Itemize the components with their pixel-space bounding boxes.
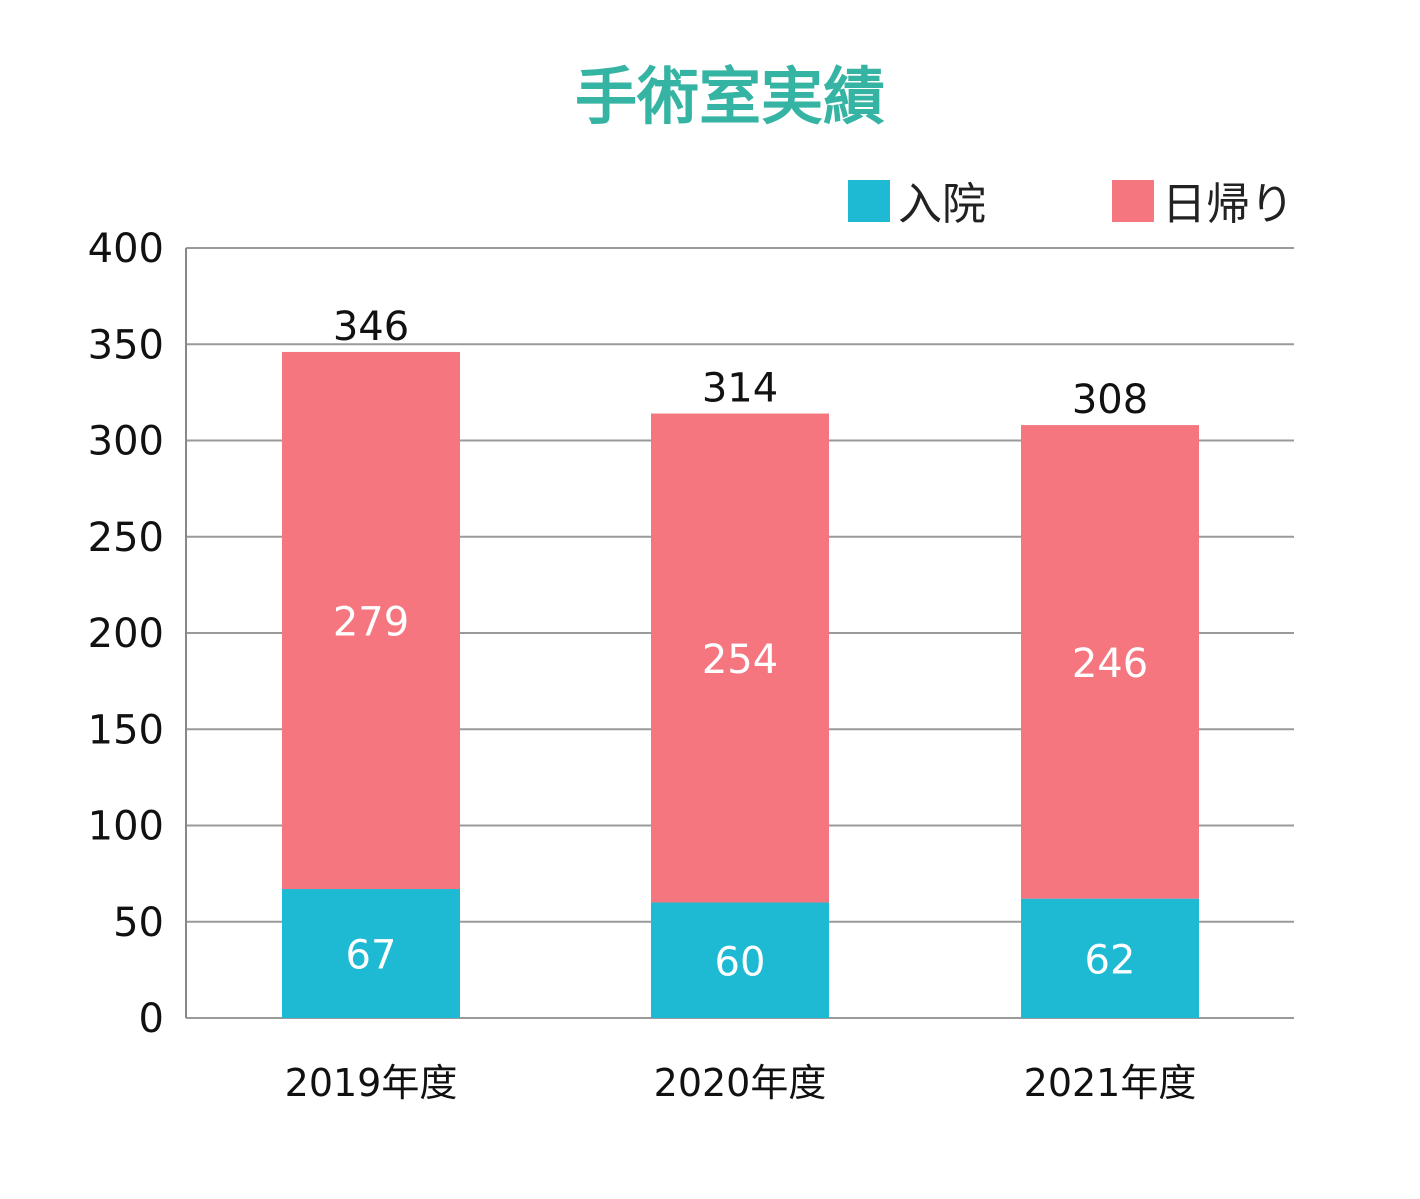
data-label-inpatient: 60 — [715, 939, 766, 985]
x-tick-label: 2020年度 — [654, 1061, 827, 1105]
chart-title: 手術室実績 — [575, 60, 885, 133]
y-tick-label: 300 — [88, 419, 164, 465]
y-tick-label: 150 — [88, 707, 164, 753]
y-tick-label: 50 — [113, 900, 164, 946]
data-label-total: 308 — [1072, 377, 1148, 423]
y-tick-label: 100 — [88, 804, 164, 850]
data-label-daysurgery: 254 — [702, 637, 778, 683]
y-axis-ticks: 0 50 100 150 200 250 300 350 400 — [88, 226, 164, 1042]
data-label-total: 346 — [333, 304, 409, 350]
y-tick-label: 0 — [139, 996, 164, 1042]
y-tick-label: 250 — [88, 515, 164, 561]
y-tick-label: 200 — [88, 611, 164, 657]
data-label-inpatient: 62 — [1085, 937, 1136, 983]
legend-label-inpatient: 入院 — [898, 179, 986, 230]
data-label-inpatient: 67 — [346, 933, 397, 979]
legend: 入院 日帰り — [848, 179, 1294, 230]
data-label-daysurgery: 279 — [333, 599, 409, 645]
y-tick-label: 400 — [88, 226, 164, 272]
bars — [282, 351, 1199, 1018]
legend-swatch-daysurgery — [1112, 180, 1154, 222]
data-labels: 67 279 346 60 254 314 62 246 308 — [333, 304, 1148, 985]
x-axis-labels: 2019年度 2020年度 2021年度 — [285, 1061, 1197, 1105]
data-label-total: 314 — [702, 366, 778, 412]
bar-segment-daysurgery — [282, 351, 460, 890]
x-tick-label: 2019年度 — [285, 1061, 458, 1105]
legend-swatch-inpatient — [848, 180, 890, 222]
bar-segment-inpatient — [651, 902, 829, 1018]
bar-segment-inpatient — [1021, 898, 1199, 1018]
y-tick-label: 350 — [88, 322, 164, 368]
bar-segment-daysurgery — [651, 413, 829, 903]
data-label-daysurgery: 246 — [1072, 641, 1148, 687]
legend-label-daysurgery: 日帰り — [1162, 179, 1294, 230]
bar-segment-inpatient — [282, 889, 460, 1018]
bar-segment-daysurgery — [1021, 425, 1199, 899]
x-tick-label: 2021年度 — [1024, 1061, 1197, 1105]
